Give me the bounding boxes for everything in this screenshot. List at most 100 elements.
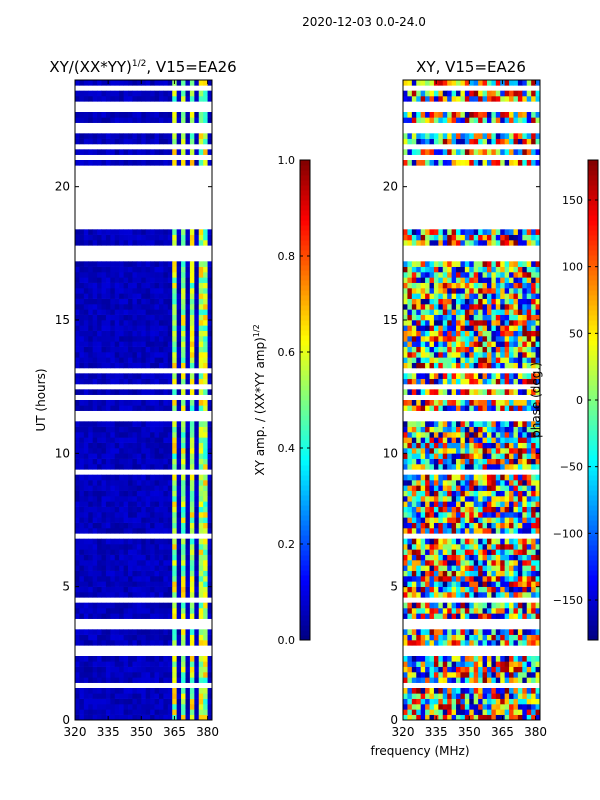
heatmap-cell xyxy=(105,640,111,646)
heatmap-cell xyxy=(500,629,506,635)
heatmap-cell xyxy=(128,661,133,667)
heatmap-cell xyxy=(203,96,208,102)
heatmap-cell xyxy=(176,421,182,427)
heatmap-cell xyxy=(456,352,461,358)
heatmap-cell xyxy=(110,560,116,566)
heatmap-cell xyxy=(482,362,488,369)
heatmap-cell xyxy=(198,432,204,438)
heatmap-cell xyxy=(207,544,213,550)
heatmap-cell xyxy=(119,352,125,358)
heatmap-cell xyxy=(132,704,138,710)
heatmap-cell xyxy=(83,266,89,273)
heatmap-cell xyxy=(203,565,208,571)
heatmap-cell xyxy=(460,586,466,593)
heatmap-cell xyxy=(531,576,536,582)
heatmap-cell xyxy=(163,133,169,139)
heatmap-cell xyxy=(451,272,457,278)
heatmap-cell xyxy=(420,709,426,715)
heatmap-cell xyxy=(429,453,435,459)
heatmap-cell xyxy=(500,613,506,619)
heatmap-cell xyxy=(167,378,173,385)
heatmap-cell xyxy=(411,586,417,593)
heatmap-cell xyxy=(451,629,457,635)
heatmap-cell xyxy=(522,389,528,395)
heatmap-cell xyxy=(88,282,94,289)
heatmap-cell xyxy=(123,272,129,278)
heatmap-cell xyxy=(105,586,111,593)
heatmap-cell xyxy=(136,522,142,529)
heatmap-cell xyxy=(429,362,435,369)
heatmap-cell xyxy=(456,490,461,497)
heatmap-cell xyxy=(176,362,182,369)
heatmap-cell xyxy=(517,378,523,385)
heatmap-cell xyxy=(158,352,164,358)
heatmap-cell xyxy=(92,314,98,321)
heatmap-cell xyxy=(460,528,466,534)
heatmap-cell xyxy=(75,714,80,721)
heatmap-cell xyxy=(438,272,444,278)
heatmap-cell xyxy=(194,586,200,593)
heatmap-cell xyxy=(185,453,191,459)
heatmap-cell xyxy=(509,528,514,534)
heatmap-cell xyxy=(411,426,417,433)
heatmap-cell xyxy=(150,229,155,235)
heatmap-cell xyxy=(504,613,510,619)
heatmap-cell xyxy=(416,592,422,598)
heatmap-cell xyxy=(145,485,151,491)
heatmap-cell xyxy=(176,464,182,470)
heatmap-cell xyxy=(203,608,208,614)
heatmap-cell xyxy=(79,677,85,683)
heatmap-cell xyxy=(181,149,186,155)
heatmap-cell xyxy=(105,309,111,315)
heatmap-cell xyxy=(442,570,448,577)
heatmap-cell xyxy=(420,672,426,678)
heatmap-cell xyxy=(509,565,514,571)
heatmap-cell xyxy=(500,485,506,491)
heatmap-cell xyxy=(464,661,470,667)
heatmap-cell xyxy=(114,549,120,555)
heatmap-cell xyxy=(429,458,435,465)
heatmap-cell xyxy=(79,506,85,513)
heatmap-cell xyxy=(486,714,492,721)
heatmap-cell xyxy=(105,672,111,678)
heatmap-cell xyxy=(198,538,204,545)
heatmap-cell xyxy=(407,352,413,358)
heatmap-cell xyxy=(526,325,532,331)
heatmap-cell xyxy=(203,346,208,353)
heatmap-cell xyxy=(189,581,195,587)
heatmap-cell xyxy=(425,714,430,721)
heatmap-cell xyxy=(500,298,506,305)
heatmap-cell xyxy=(460,304,466,310)
heatmap-cell xyxy=(132,341,138,347)
heatmap-cell xyxy=(83,373,89,379)
heatmap-cell xyxy=(491,613,497,619)
heatmap-cell xyxy=(429,352,435,358)
heatmap-cell xyxy=(207,229,213,235)
heatmap-cell xyxy=(136,240,142,246)
heatmap-cell xyxy=(110,90,116,97)
heatmap-cell xyxy=(433,336,439,342)
heatmap-cell xyxy=(411,421,417,427)
heatmap-cell xyxy=(154,592,160,598)
heatmap-cell xyxy=(97,485,102,491)
heatmap-cell xyxy=(167,522,173,529)
heatmap-cell xyxy=(504,608,510,614)
heatmap-cell xyxy=(105,544,111,550)
heatmap-cell xyxy=(495,565,501,571)
heatmap-cell xyxy=(163,90,169,97)
heatmap-cell xyxy=(451,528,457,534)
heatmap-cell xyxy=(92,90,98,97)
heatmap-cell xyxy=(198,229,204,235)
heatmap-cell xyxy=(478,282,483,289)
heatmap-cell xyxy=(411,320,417,326)
heatmap-cell xyxy=(189,357,195,363)
heatmap-cell xyxy=(482,437,488,443)
heatmap-cell xyxy=(105,320,111,326)
heatmap-cell xyxy=(163,314,169,321)
heatmap-cell xyxy=(123,96,129,102)
heatmap-cell xyxy=(154,586,160,593)
heatmap-cell xyxy=(145,400,151,406)
heatmap-cell xyxy=(145,544,151,550)
heatmap-cell xyxy=(473,373,479,379)
heatmap-cell xyxy=(491,485,497,491)
